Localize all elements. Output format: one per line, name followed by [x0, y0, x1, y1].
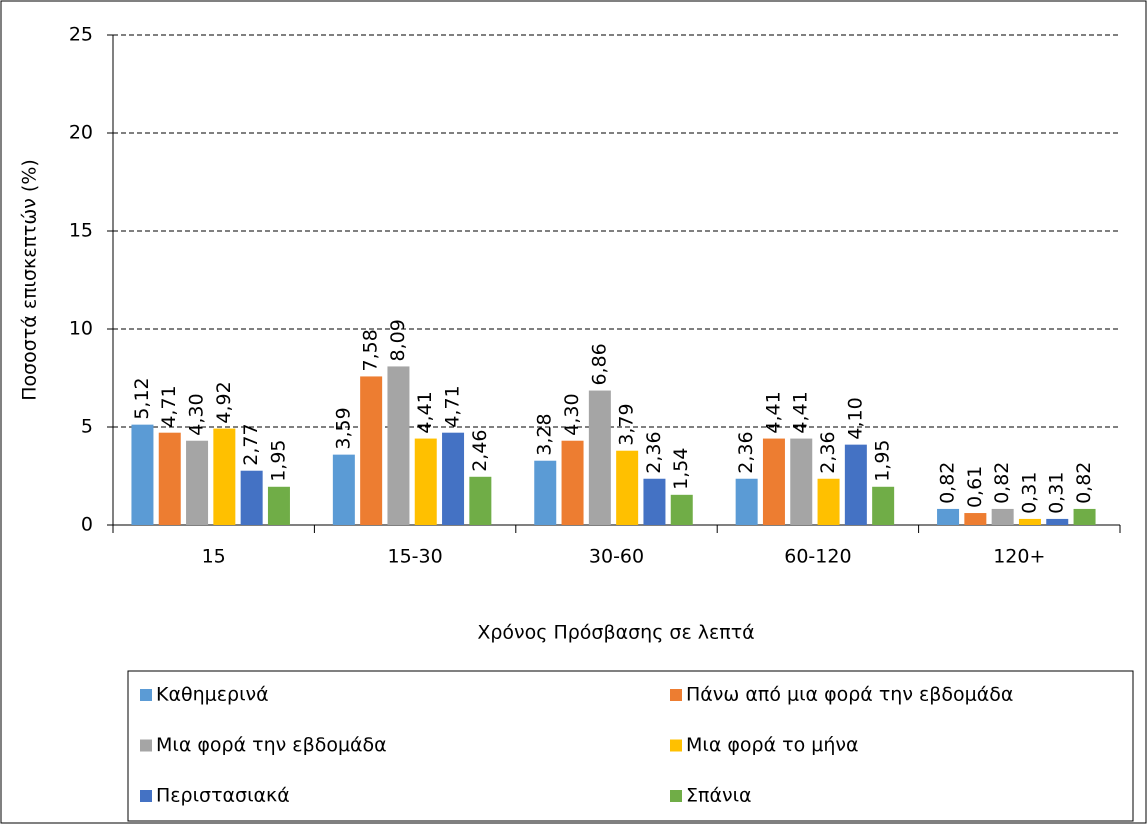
value-label: 2,36 [643, 431, 665, 473]
bar [817, 478, 840, 525]
x-tick-label: 120+ [993, 546, 1045, 568]
bar [735, 478, 758, 525]
bar [790, 438, 813, 525]
x-axis-title: Χρόνος Πρόσβασης σε λεπτά [477, 622, 754, 644]
value-label: 4,10 [844, 397, 866, 439]
x-tick-label: 15 [202, 546, 226, 568]
legend-swatch [670, 790, 682, 802]
legend-swatch [140, 790, 152, 802]
legend-label: Μια φορά την εβδομάδα [156, 734, 387, 756]
legend-label: Πάνω από μια φορά την εβδομάδα [686, 684, 1013, 706]
legend-label: Περιστασιακά [156, 785, 290, 807]
bar [414, 438, 437, 525]
value-label: 2,36 [735, 431, 757, 473]
y-tick-label: 5 [81, 416, 93, 438]
legend-label: Σπάνια [686, 785, 752, 807]
y-axis-title: Ποσοστά επισκεπτών (%) [19, 159, 41, 401]
legend-swatch [670, 689, 682, 701]
value-label: 4,41 [414, 391, 436, 433]
bar [937, 508, 960, 525]
bar [186, 440, 209, 525]
legend-box [127, 670, 1134, 822]
bar [643, 478, 666, 525]
legend-label: Καθημερινά [156, 684, 269, 706]
x-tick-label: 60-120 [784, 546, 851, 568]
x-tick-label: 30-60 [589, 546, 644, 568]
bar [872, 486, 895, 525]
bar [1073, 508, 1096, 525]
value-label: 5,12 [131, 377, 153, 419]
legend-swatch [140, 739, 152, 752]
value-label: 0,82 [1073, 462, 1095, 504]
bar [964, 513, 987, 525]
legend-swatch [670, 739, 682, 752]
y-tick-label: 0 [81, 514, 93, 536]
value-label: 1,54 [670, 448, 692, 490]
y-tick-label: 10 [69, 318, 93, 340]
value-label: 0,31 [1018, 472, 1040, 514]
bar [360, 376, 383, 525]
value-label: 4,41 [790, 391, 812, 433]
value-label: 4,30 [561, 393, 583, 435]
value-label: 4,30 [186, 393, 208, 435]
value-label: 2,46 [469, 429, 491, 471]
value-label: 3,59 [332, 407, 354, 449]
value-label: 1,95 [872, 439, 894, 481]
value-label: 0,82 [991, 462, 1013, 504]
legend-label: Μια φορά το μήνα [686, 734, 859, 756]
bar [158, 432, 181, 525]
value-label: 3,79 [616, 403, 638, 445]
y-tick-label: 25 [69, 24, 93, 46]
bar [442, 432, 465, 525]
y-tick-label: 20 [69, 122, 93, 144]
y-tick-label: 15 [69, 220, 93, 242]
value-label: 6,86 [588, 343, 610, 385]
value-label: 1,95 [267, 439, 289, 481]
bar [267, 486, 290, 525]
value-label: 4,92 [213, 381, 235, 423]
bar [332, 454, 355, 525]
legend-swatch [140, 689, 152, 701]
bar [387, 366, 410, 525]
bar [588, 390, 611, 525]
bar [561, 440, 584, 525]
value-label: 4,71 [158, 385, 180, 427]
value-label: 4,41 [762, 391, 784, 433]
bar [1018, 518, 1041, 525]
bar [240, 470, 263, 525]
value-label: 2,77 [240, 423, 262, 465]
value-label: 3,28 [534, 413, 556, 455]
value-label: 0,31 [1046, 472, 1068, 514]
bar [991, 508, 1014, 525]
bar [1046, 518, 1069, 525]
bar [670, 494, 693, 525]
x-tick-label: 15-30 [387, 546, 442, 568]
value-label: 0,61 [964, 466, 986, 508]
value-label: 4,71 [442, 385, 464, 427]
value-label: 8,09 [387, 319, 409, 361]
value-label: 2,36 [817, 431, 839, 473]
bar [844, 444, 867, 525]
value-label: 0,82 [937, 462, 959, 504]
bar [762, 438, 785, 525]
value-label: 7,58 [360, 329, 382, 371]
bar [213, 428, 236, 525]
bar [469, 476, 492, 525]
bar [534, 460, 557, 525]
bar [131, 424, 154, 525]
bar [616, 450, 639, 525]
